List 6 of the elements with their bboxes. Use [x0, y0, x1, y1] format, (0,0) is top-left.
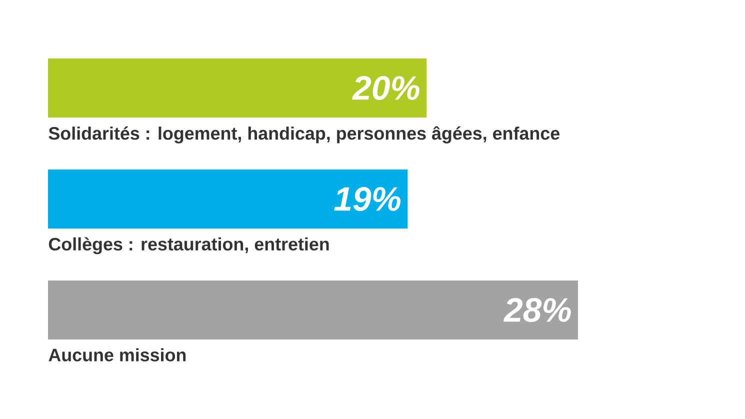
data-label: 20%	[352, 76, 420, 100]
y-tick-label: Aucune mission	[48, 348, 186, 362]
data-label: 19%	[334, 187, 400, 211]
data-label: 28%	[503, 298, 571, 322]
y-tick-label: Solidarités : logement, handicap, personnes âgées, enfance	[48, 126, 560, 144]
y-tick-label: Collèges : restauration, entretien	[48, 237, 329, 254]
